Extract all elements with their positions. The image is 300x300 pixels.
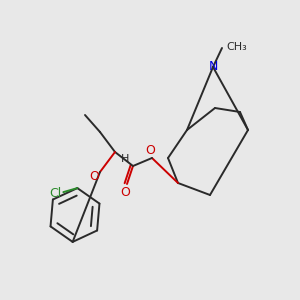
Text: N: N [208, 61, 218, 74]
Text: CH₃: CH₃ [226, 42, 247, 52]
Text: Cl: Cl [49, 187, 62, 200]
Text: O: O [120, 185, 130, 199]
Text: O: O [145, 145, 155, 158]
Text: O: O [89, 170, 99, 184]
Text: H: H [121, 154, 129, 164]
